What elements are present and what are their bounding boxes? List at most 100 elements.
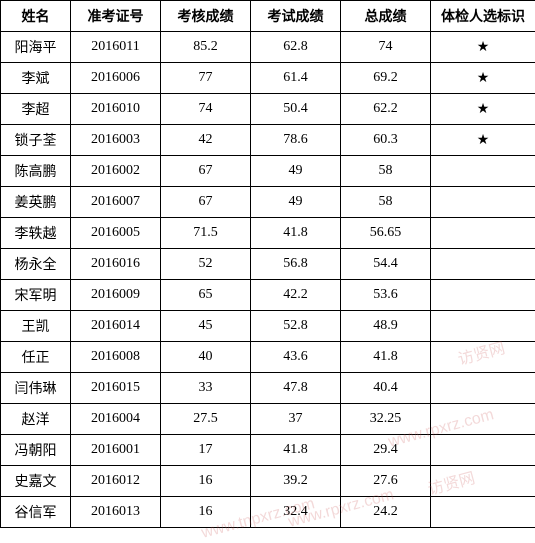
table-row: 杨永全20160165256.854.4 (1, 249, 535, 280)
cell-name: 姜英鹏 (1, 187, 71, 218)
cell-total: 41.8 (341, 342, 431, 373)
cell-total: 48.9 (341, 311, 431, 342)
cell-score2: 78.6 (251, 125, 341, 156)
cell-total: 27.6 (341, 466, 431, 497)
cell-name: 史嘉文 (1, 466, 71, 497)
cell-id: 2016012 (71, 466, 161, 497)
score-table: 姓名 准考证号 考核成绩 考试成绩 总成绩 体检人选标识 阳海平20160118… (0, 0, 535, 528)
cell-score1: 27.5 (161, 404, 251, 435)
cell-score1: 65 (161, 280, 251, 311)
cell-id: 2016003 (71, 125, 161, 156)
cell-score2: 32.4 (251, 497, 341, 528)
cell-score1: 71.5 (161, 218, 251, 249)
cell-score1: 85.2 (161, 32, 251, 63)
col-header-name: 姓名 (1, 1, 71, 32)
cell-name: 谷信军 (1, 497, 71, 528)
cell-score2: 43.6 (251, 342, 341, 373)
table-row: 李斌20160067761.469.2★ (1, 63, 535, 94)
cell-mark (431, 218, 535, 249)
cell-mark (431, 156, 535, 187)
table-row: 冯朝阳20160011741.829.4 (1, 435, 535, 466)
cell-score2: 37 (251, 404, 341, 435)
cell-id: 2016015 (71, 373, 161, 404)
cell-total: 53.6 (341, 280, 431, 311)
cell-mark (431, 404, 535, 435)
cell-score1: 16 (161, 497, 251, 528)
cell-name: 陈高鹏 (1, 156, 71, 187)
cell-mark: ★ (431, 32, 535, 63)
cell-score2: 41.8 (251, 218, 341, 249)
cell-total: 29.4 (341, 435, 431, 466)
table-row: 陈高鹏2016002674958 (1, 156, 535, 187)
cell-score2: 39.2 (251, 466, 341, 497)
col-header-total: 总成绩 (341, 1, 431, 32)
cell-id: 2016009 (71, 280, 161, 311)
table-body: 阳海平201601185.262.874★李斌20160067761.469.2… (1, 32, 535, 528)
cell-score1: 67 (161, 156, 251, 187)
cell-score1: 33 (161, 373, 251, 404)
cell-id: 2016016 (71, 249, 161, 280)
cell-mark: ★ (431, 125, 535, 156)
cell-score1: 52 (161, 249, 251, 280)
cell-name: 王凯 (1, 311, 71, 342)
cell-score2: 47.8 (251, 373, 341, 404)
table-row: 姜英鹏2016007674958 (1, 187, 535, 218)
cell-name: 闫伟琳 (1, 373, 71, 404)
cell-total: 58 (341, 156, 431, 187)
cell-mark (431, 435, 535, 466)
cell-mark (431, 187, 535, 218)
cell-mark (431, 342, 535, 373)
cell-score1: 16 (161, 466, 251, 497)
cell-score2: 49 (251, 156, 341, 187)
cell-id: 2016011 (71, 32, 161, 63)
cell-mark: ★ (431, 63, 535, 94)
cell-total: 74 (341, 32, 431, 63)
col-header-score1: 考核成绩 (161, 1, 251, 32)
cell-id: 2016001 (71, 435, 161, 466)
cell-score2: 62.8 (251, 32, 341, 63)
table-row: 宋军明20160096542.253.6 (1, 280, 535, 311)
table-header-row: 姓名 准考证号 考核成绩 考试成绩 总成绩 体检人选标识 (1, 1, 535, 32)
cell-id: 2016002 (71, 156, 161, 187)
cell-name: 宋军明 (1, 280, 71, 311)
cell-id: 2016005 (71, 218, 161, 249)
cell-id: 2016007 (71, 187, 161, 218)
cell-id: 2016014 (71, 311, 161, 342)
table-row: 阳海平201601185.262.874★ (1, 32, 535, 63)
table-row: 锁子荃20160034278.660.3★ (1, 125, 535, 156)
cell-total: 56.65 (341, 218, 431, 249)
cell-name: 李超 (1, 94, 71, 125)
cell-total: 69.2 (341, 63, 431, 94)
cell-mark (431, 249, 535, 280)
cell-score1: 74 (161, 94, 251, 125)
cell-score2: 56.8 (251, 249, 341, 280)
cell-id: 2016004 (71, 404, 161, 435)
cell-score1: 17 (161, 435, 251, 466)
cell-name: 李斌 (1, 63, 71, 94)
col-header-mark: 体检人选标识 (431, 1, 535, 32)
table-row: 史嘉文20160121639.227.6 (1, 466, 535, 497)
col-header-id: 准考证号 (71, 1, 161, 32)
cell-total: 58 (341, 187, 431, 218)
table-row: 王凯20160144552.848.9 (1, 311, 535, 342)
cell-score1: 67 (161, 187, 251, 218)
cell-total: 40.4 (341, 373, 431, 404)
cell-mark (431, 280, 535, 311)
cell-total: 54.4 (341, 249, 431, 280)
cell-name: 锁子荃 (1, 125, 71, 156)
cell-score2: 49 (251, 187, 341, 218)
cell-total: 24.2 (341, 497, 431, 528)
cell-id: 2016013 (71, 497, 161, 528)
cell-mark (431, 373, 535, 404)
cell-id: 2016010 (71, 94, 161, 125)
cell-name: 李轶越 (1, 218, 71, 249)
col-header-score2: 考试成绩 (251, 1, 341, 32)
table-row: 赵洋201600427.53732.25 (1, 404, 535, 435)
cell-name: 任正 (1, 342, 71, 373)
cell-total: 32.25 (341, 404, 431, 435)
cell-mark (431, 497, 535, 528)
cell-score2: 52.8 (251, 311, 341, 342)
cell-mark (431, 311, 535, 342)
cell-score1: 42 (161, 125, 251, 156)
cell-name: 冯朝阳 (1, 435, 71, 466)
